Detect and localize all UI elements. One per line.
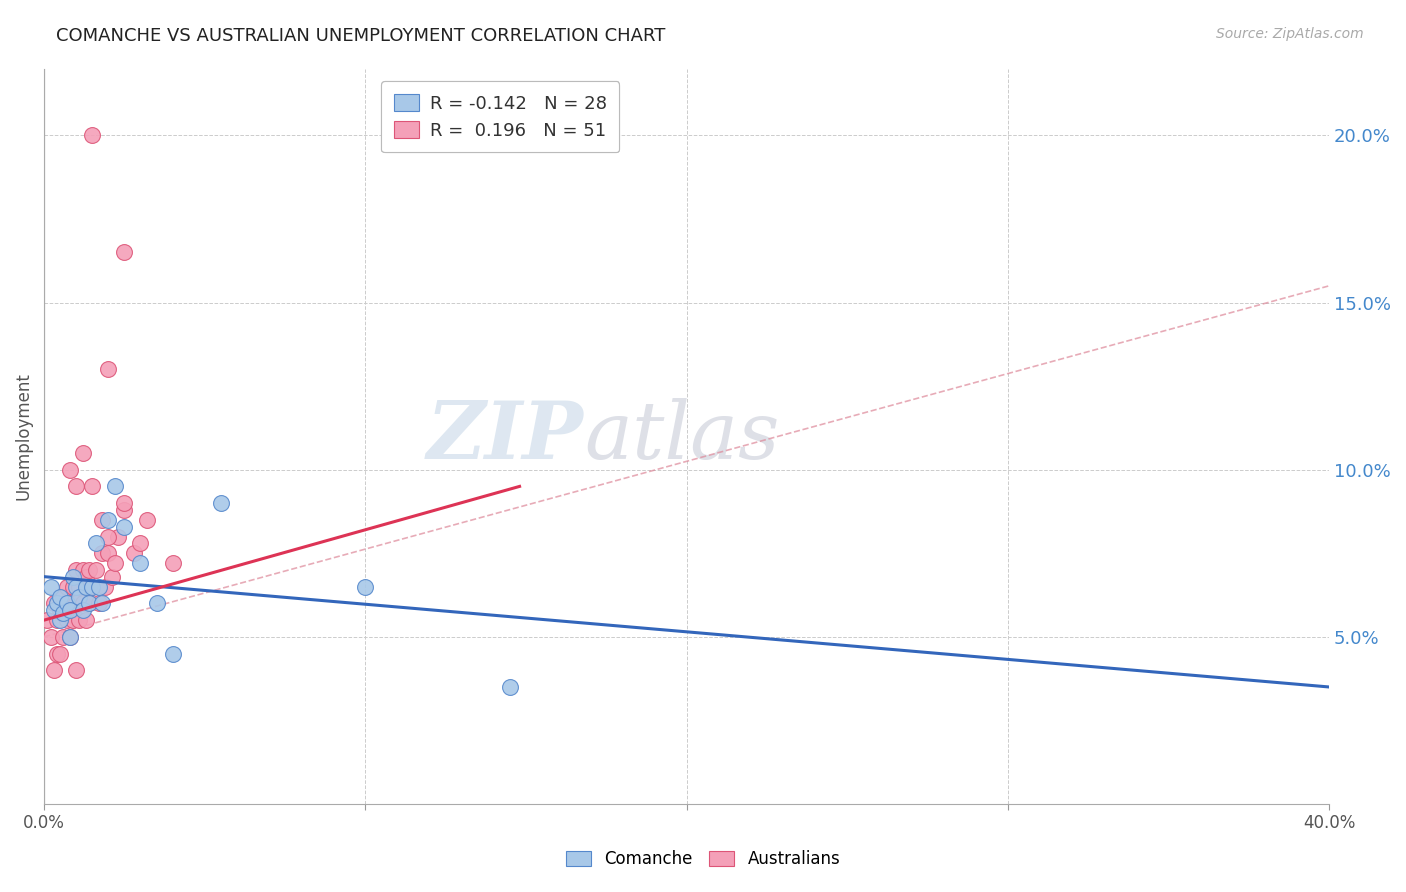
Text: ZIP: ZIP <box>427 398 583 475</box>
Point <box>104 479 127 493</box>
Point <box>65 479 87 493</box>
Point <box>59 630 82 644</box>
Point <box>75 580 97 594</box>
Legend: Comanche, Australians: Comanche, Australians <box>560 844 846 875</box>
Point <box>91 513 114 527</box>
Point <box>52 607 75 621</box>
Point <box>75 569 97 583</box>
Point <box>145 596 167 610</box>
Point <box>46 613 69 627</box>
Point <box>82 128 104 143</box>
Point <box>97 513 120 527</box>
Point <box>100 569 122 583</box>
Point <box>72 603 94 617</box>
Point <box>122 546 145 560</box>
Text: Source: ZipAtlas.com: Source: ZipAtlas.com <box>1216 27 1364 41</box>
Point <box>52 630 75 644</box>
Point <box>112 496 135 510</box>
Point <box>69 590 91 604</box>
Point <box>84 563 107 577</box>
Point <box>129 536 152 550</box>
Point <box>69 580 91 594</box>
Point <box>42 663 65 677</box>
Point <box>59 463 82 477</box>
Point <box>87 580 110 594</box>
Point <box>65 580 87 594</box>
Point <box>162 647 184 661</box>
Point <box>69 613 91 627</box>
Point <box>65 563 87 577</box>
Point <box>46 596 69 610</box>
Point <box>65 596 87 610</box>
Text: atlas: atlas <box>583 398 779 475</box>
Point <box>97 362 120 376</box>
Point <box>42 596 65 610</box>
Point <box>104 556 127 570</box>
Point <box>72 446 94 460</box>
Point <box>82 580 104 594</box>
Point <box>65 663 87 677</box>
Point <box>72 596 94 610</box>
Point <box>62 569 84 583</box>
Text: COMANCHE VS AUSTRALIAN UNEMPLOYMENT CORRELATION CHART: COMANCHE VS AUSTRALIAN UNEMPLOYMENT CORR… <box>56 27 665 45</box>
Point <box>84 536 107 550</box>
Point <box>129 556 152 570</box>
Point <box>112 503 135 517</box>
Point <box>59 630 82 644</box>
Point <box>75 613 97 627</box>
Point <box>209 496 232 510</box>
Point <box>91 596 114 610</box>
Point <box>62 613 84 627</box>
Point <box>49 613 72 627</box>
Point <box>62 580 84 594</box>
Point <box>82 580 104 594</box>
Point <box>135 513 157 527</box>
Legend: R = -0.142   N = 28, R =  0.196   N = 51: R = -0.142 N = 28, R = 0.196 N = 51 <box>381 81 620 153</box>
Point <box>39 630 62 644</box>
Point <box>55 613 77 627</box>
Point <box>82 479 104 493</box>
Point <box>112 519 135 533</box>
Point <box>87 596 110 610</box>
Point <box>97 530 120 544</box>
Point <box>499 680 522 694</box>
Point <box>77 596 100 610</box>
Point <box>59 603 82 617</box>
Point <box>42 603 65 617</box>
Y-axis label: Unemployment: Unemployment <box>15 372 32 500</box>
Point <box>97 546 120 560</box>
Point <box>49 590 72 604</box>
Point <box>49 603 72 617</box>
Point <box>55 580 77 594</box>
Point <box>162 556 184 570</box>
Point <box>37 613 59 627</box>
Point <box>77 563 100 577</box>
Point <box>72 563 94 577</box>
Point <box>52 590 75 604</box>
Point <box>55 596 77 610</box>
Point <box>49 647 72 661</box>
Point <box>112 245 135 260</box>
Point <box>39 580 62 594</box>
Point <box>91 546 114 560</box>
Point <box>107 530 129 544</box>
Point <box>59 596 82 610</box>
Point <box>77 596 100 610</box>
Point <box>46 647 69 661</box>
Point <box>354 580 377 594</box>
Point <box>94 580 117 594</box>
